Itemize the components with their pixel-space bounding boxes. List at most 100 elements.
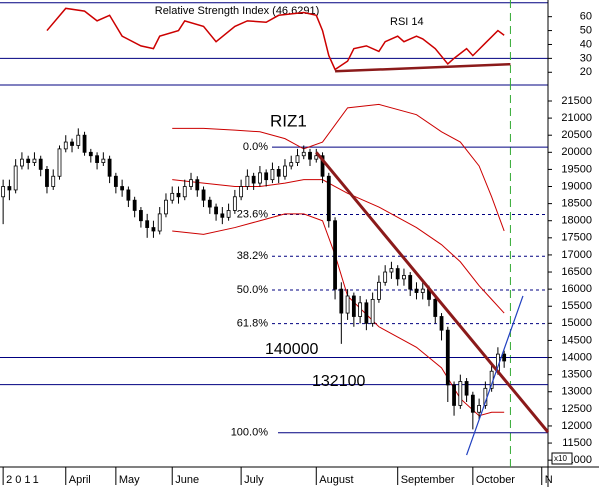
- axis-note-box: [551, 452, 573, 465]
- band-line: [172, 103, 505, 232]
- fib-label: 100.0%: [231, 427, 269, 439]
- candle-body: [189, 179, 193, 187]
- candle-body: [351, 295, 356, 317]
- candle-body: [458, 381, 463, 406]
- candle-body: [195, 179, 200, 191]
- y-tick-label: 12500: [561, 403, 592, 415]
- candle-body: [420, 288, 425, 293]
- candle-body: [308, 151, 312, 160]
- y-tick-label: 20: [580, 66, 592, 78]
- y-tick-label: 21500: [561, 95, 592, 107]
- candle-body: [345, 295, 350, 314]
- candle-body: [207, 199, 212, 208]
- candle-body: [57, 148, 62, 177]
- candle-body: [70, 141, 74, 146]
- candle-body: [95, 155, 99, 163]
- y-tick-label: 30: [580, 52, 592, 64]
- x-tick-label: May: [119, 474, 140, 486]
- candle-body: [20, 158, 24, 167]
- candle-body: [170, 192, 175, 201]
- panel-title: Relative Strength Index (46.6291): [155, 5, 320, 17]
- y-tick-label: 14000: [561, 351, 592, 363]
- candle-body: [38, 158, 43, 170]
- y-tick-label: 50: [580, 24, 592, 36]
- candle-body: [32, 158, 37, 163]
- fib-label: 50.0%: [237, 284, 268, 296]
- series-label: RSI 14: [390, 16, 424, 28]
- candle-body: [402, 275, 406, 280]
- y-tick-label: 16500: [561, 266, 592, 278]
- y-tick-label: 17500: [561, 232, 592, 244]
- fib-label: 61.8%: [237, 318, 268, 330]
- candle-body: [157, 213, 162, 232]
- rsi-trendline: [335, 62, 511, 73]
- candle-body: [383, 271, 388, 283]
- candle-body: [445, 329, 450, 386]
- candle-body: [1, 186, 6, 198]
- candle-body: [258, 172, 262, 184]
- y-tick-label: 11500: [562, 437, 592, 449]
- x-tick-label: N: [545, 474, 553, 486]
- candle-body: [113, 175, 118, 187]
- fib-label: 23.6%: [237, 208, 268, 220]
- candle-body: [439, 316, 444, 331]
- x-tick-label: 2011: [6, 474, 42, 486]
- candle-body: [358, 302, 363, 317]
- x-tick-label: April: [69, 474, 91, 486]
- y-tick-label: 14500: [561, 334, 592, 346]
- candle-body: [245, 175, 250, 187]
- y-tick-label: 20000: [561, 146, 592, 158]
- candle-body: [76, 134, 81, 146]
- candle-body: [320, 155, 325, 177]
- candle-body: [26, 158, 31, 163]
- candle-body: [433, 298, 438, 317]
- band-line: [172, 213, 505, 417]
- candle-body: [214, 206, 218, 215]
- candle-body: [101, 158, 106, 163]
- candle-body: [276, 169, 281, 177]
- x-tick-label: June: [175, 474, 199, 486]
- price-line-label: 132100: [312, 373, 365, 390]
- candle-body: [126, 189, 131, 201]
- y-tick-label: 15000: [561, 317, 592, 329]
- x-tick-label: September: [401, 474, 455, 486]
- candle-body: [301, 151, 306, 157]
- candle-body: [470, 394, 475, 413]
- candle-body: [7, 186, 12, 191]
- candle-body: [82, 134, 87, 153]
- y-tick-label: 12000: [561, 420, 592, 432]
- candle-body: [389, 268, 394, 273]
- candle-body: [326, 175, 331, 222]
- y-tick-label: 40: [580, 38, 592, 50]
- x-tick-label: July: [244, 474, 264, 486]
- fib-label: 38.2%: [237, 250, 268, 262]
- candle-body: [314, 155, 319, 160]
- candle-body: [226, 210, 231, 218]
- y-tick-label: 18000: [561, 215, 592, 227]
- candle-body: [45, 169, 49, 187]
- candle-body: [408, 275, 413, 290]
- candle-body: [176, 192, 181, 198]
- fib-label: 0.0%: [243, 141, 268, 153]
- candle-body: [51, 175, 56, 187]
- y-tick-label: 17000: [561, 249, 592, 261]
- y-tick-label: 13500: [561, 369, 592, 381]
- trendline: [466, 295, 524, 456]
- trendline: [315, 151, 550, 434]
- candle-body: [370, 298, 375, 324]
- y-tick-label: 19500: [561, 163, 592, 175]
- candle-body: [145, 220, 150, 228]
- candle-body: [63, 141, 68, 150]
- candle-body: [464, 381, 469, 396]
- candle-body: [239, 186, 244, 198]
- candle-body: [339, 288, 344, 314]
- candle-body: [414, 288, 419, 293]
- candle-body: [295, 155, 300, 163]
- candle-body: [270, 169, 275, 181]
- y-tick-label: 18500: [561, 198, 592, 210]
- x-tick-label: August: [319, 474, 353, 486]
- candle-body: [264, 172, 269, 181]
- y-tick-label: 60: [580, 11, 592, 23]
- y-tick-label: 19000: [561, 180, 592, 192]
